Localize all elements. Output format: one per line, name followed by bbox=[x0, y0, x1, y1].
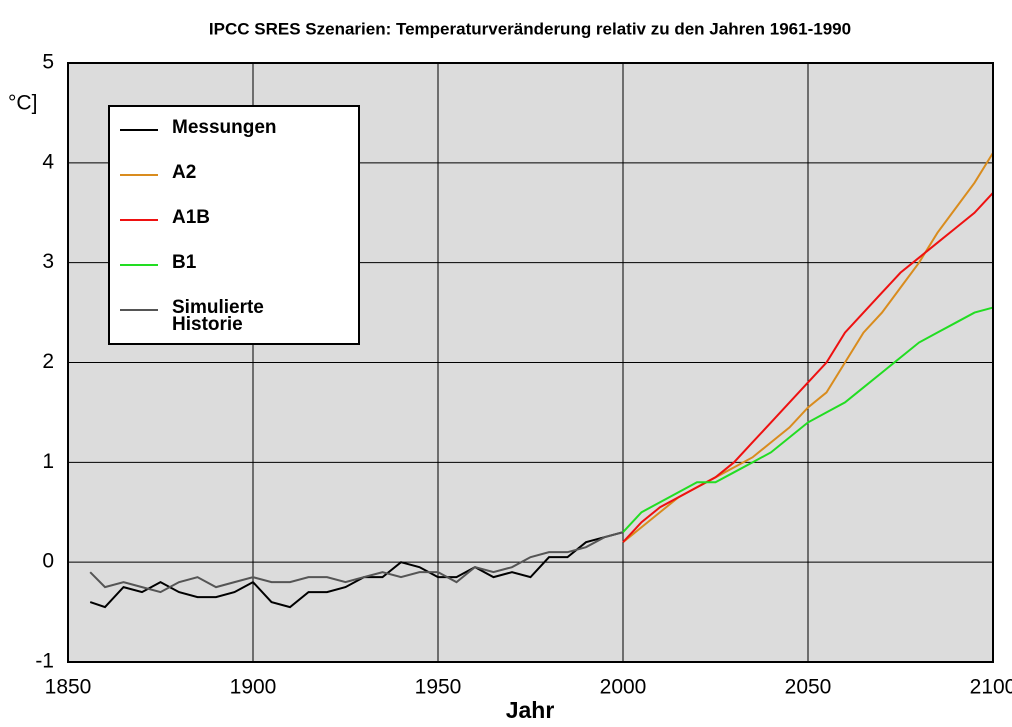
legend-item: A1B bbox=[120, 207, 358, 254]
x-tick-label: 2050 bbox=[785, 676, 832, 699]
y-tick-label: 3 bbox=[42, 250, 54, 273]
legend-item: Simulierte Historie bbox=[120, 297, 358, 344]
legend-swatch bbox=[120, 129, 158, 131]
legend-item: A2 bbox=[120, 162, 358, 209]
series-line bbox=[89, 531, 624, 594]
y-axis-label: °C] bbox=[8, 92, 37, 115]
series-line bbox=[622, 192, 994, 543]
y-tick-label: 5 bbox=[42, 51, 54, 74]
legend-label: A1B bbox=[172, 207, 211, 228]
y-tick-label: -1 bbox=[35, 650, 54, 673]
legend-label: Messungen bbox=[172, 117, 277, 138]
x-tick-label: 1850 bbox=[45, 676, 92, 699]
y-tick-label: 0 bbox=[42, 550, 54, 573]
y-tick-label: 2 bbox=[42, 350, 54, 373]
plot-frame bbox=[67, 62, 994, 663]
legend-item: B1 bbox=[120, 252, 358, 299]
x-tick-label: 1900 bbox=[230, 676, 277, 699]
legend-swatch bbox=[120, 264, 158, 266]
legend-item: Messungen bbox=[120, 117, 358, 164]
series-line bbox=[622, 306, 994, 533]
legend-swatch bbox=[120, 174, 158, 176]
legend: Messungen A2 A1B B1 Simulierte Historie bbox=[108, 105, 360, 345]
x-tick-label: 1950 bbox=[415, 676, 462, 699]
x-axis-label: Jahr bbox=[506, 697, 555, 723]
legend-swatch bbox=[120, 219, 158, 221]
legend-label: Simulierte Historie bbox=[172, 297, 264, 335]
lines bbox=[89, 152, 994, 609]
x-tick-label: 2000 bbox=[600, 676, 647, 699]
legend-label: B1 bbox=[172, 252, 197, 273]
chart-title: IPCC SRES Szenarien: Temperaturveränderu… bbox=[209, 19, 851, 38]
x-tick-label: 2100 bbox=[970, 676, 1012, 699]
legend-label: A2 bbox=[172, 162, 197, 183]
y-tick-label: 4 bbox=[42, 150, 54, 173]
y-tick-label: 1 bbox=[42, 450, 54, 473]
legend-swatch bbox=[120, 309, 158, 311]
series-line bbox=[89, 531, 624, 609]
